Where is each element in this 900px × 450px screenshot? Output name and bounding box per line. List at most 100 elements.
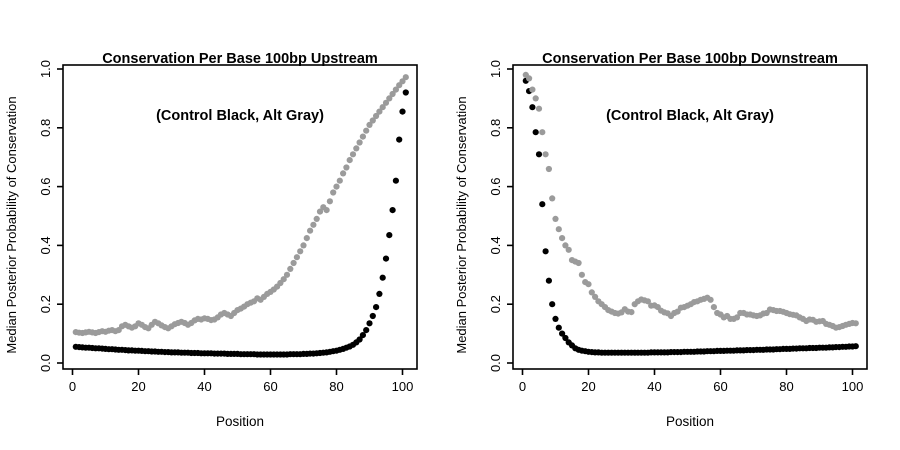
data-point [373, 304, 380, 311]
data-point [287, 265, 294, 272]
data-point [559, 235, 566, 242]
data-point [366, 121, 373, 128]
data-point [359, 133, 366, 140]
downstream-title-line2: (Control Black, Alt Gray) [606, 108, 774, 124]
y-tick-label: 0.0 [488, 354, 503, 372]
data-point [559, 330, 566, 337]
y-axis-ticks: 0.0 0.2 0.4 0.6 0.8 1.0 [38, 60, 63, 372]
data-point [359, 332, 366, 339]
data-point [402, 74, 409, 81]
control-series [72, 89, 409, 358]
downstream-x-axis-label: Position [665, 414, 715, 429]
y-tick-label: 0.6 [488, 178, 503, 196]
y-tick-label: 1.0 [38, 60, 53, 78]
data-point [330, 189, 337, 196]
data-point [733, 314, 741, 321]
data-point [389, 207, 396, 214]
data-point [575, 259, 582, 267]
data-point [539, 201, 546, 208]
plot-box [512, 64, 868, 370]
alt-series [72, 74, 409, 337]
data-point [323, 207, 330, 214]
data-point [549, 195, 556, 202]
alt-series [522, 71, 859, 331]
data-point [529, 104, 536, 111]
data-point [549, 301, 556, 308]
plot-box [62, 64, 418, 370]
x-tick-label: 100 [842, 379, 864, 394]
data-point [300, 242, 307, 249]
data-point [376, 290, 383, 297]
y-tick-label: 0.6 [38, 178, 53, 196]
y-tick-label: 0.4 [488, 236, 503, 254]
data-point [392, 177, 399, 184]
data-point [316, 208, 324, 215]
upstream-x-axis-label: Position [215, 414, 265, 429]
data-point [366, 320, 373, 327]
data-point [313, 215, 320, 222]
data-point [532, 129, 539, 136]
y-tick-label: 0.8 [38, 119, 53, 137]
data-point [303, 235, 310, 242]
data-point [585, 281, 592, 288]
data-point [333, 183, 340, 190]
data-point [545, 165, 552, 173]
downstream-plot-title: Conservation Per Base 100bp Downstream (… [480, 12, 900, 164]
control-series [522, 77, 859, 356]
data-point [392, 86, 399, 93]
data-point [402, 89, 409, 96]
upstream-title-line1: Conservation Per Base 100bp Upstream [102, 51, 378, 67]
data-point [578, 271, 585, 278]
data-point [280, 276, 287, 283]
x-axis-ticks: 0 20 40 60 80 100 [519, 369, 863, 394]
data-point [529, 86, 536, 93]
y-tick-label: 0.0 [38, 354, 53, 372]
data-point [399, 108, 406, 115]
data-point [340, 170, 347, 177]
data-point [535, 105, 543, 112]
data-point [349, 151, 357, 158]
data-point [376, 108, 383, 115]
y-axis-ticks: 0.0 0.2 0.4 0.6 0.8 1.0 [488, 60, 513, 372]
data-point [363, 327, 370, 334]
data-point [592, 293, 599, 300]
data-point [283, 271, 291, 278]
data-point [555, 226, 562, 233]
data-point [363, 127, 370, 134]
data-point [290, 259, 297, 267]
data-point [852, 320, 859, 327]
data-point [307, 227, 314, 234]
y-tick-label: 0.4 [38, 236, 53, 254]
x-tick-label: 60 [713, 379, 727, 394]
data-point [532, 95, 539, 102]
data-point [326, 198, 333, 205]
data-point [545, 277, 552, 284]
y-tick-label: 0.2 [488, 295, 503, 313]
x-tick-label: 40 [197, 379, 211, 394]
data-point [542, 151, 549, 158]
data-point [542, 248, 549, 255]
data-point [552, 315, 559, 322]
data-point [852, 343, 859, 350]
x-tick-label: 100 [392, 379, 414, 394]
data-point [336, 177, 343, 184]
downstream-title-line1: Conservation Per Base 100bp Downstream [542, 51, 838, 67]
data-point [539, 129, 546, 136]
data-point [565, 246, 572, 253]
data-point [555, 324, 562, 331]
data-point [369, 312, 376, 320]
x-tick-label: 80 [779, 379, 793, 394]
data-point [562, 334, 569, 342]
data-point [552, 215, 559, 222]
data-point [644, 298, 651, 305]
y-tick-label: 0.8 [488, 119, 503, 137]
data-point [386, 232, 393, 239]
data-point [710, 304, 717, 311]
data-point [526, 75, 533, 82]
x-tick-label: 20 [131, 379, 145, 394]
data-point [356, 139, 363, 146]
x-tick-label: 20 [581, 379, 595, 394]
plot-panel-downstream: Conservation Per Base 100bp Downstream (… [450, 0, 900, 450]
data-point [293, 254, 300, 261]
